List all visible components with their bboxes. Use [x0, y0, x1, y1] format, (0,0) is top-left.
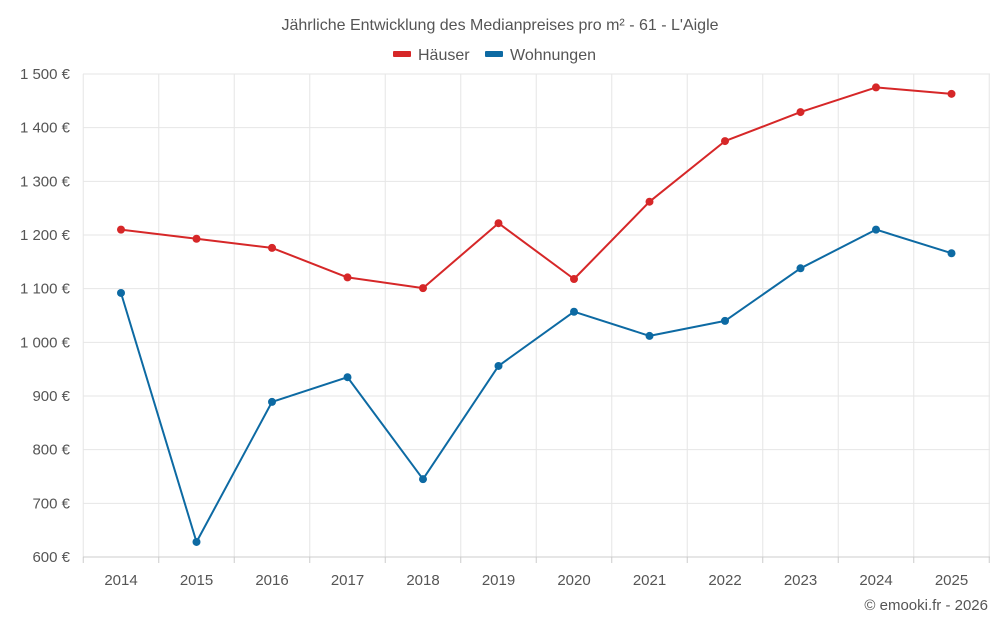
x-axis-labels: 2014 2015 2016 2017 2018 2019 2020 2021 2022 2023…: [104, 572, 968, 589]
grid: [82, 73, 990, 557]
data-point-haeuser[interactable]: [268, 243, 276, 252]
y-tick-label: 1 100 €: [20, 281, 71, 298]
data-point-haeuser[interactable]: [947, 89, 956, 98]
x-tick-label: 2016: [255, 572, 288, 589]
data-point-wohnungen[interactable]: [947, 249, 956, 258]
y-tick-label: 1 300 €: [20, 173, 71, 190]
data-point-haeuser[interactable]: [117, 225, 125, 234]
legend: Häuser Wohnungen: [393, 47, 596, 64]
legend-label-wohnungen[interactable]: Wohnungen: [510, 47, 596, 64]
data-point-wohnungen[interactable]: [192, 537, 201, 546]
legend-swatch-haeuser: [393, 51, 411, 57]
x-tick-label: 2024: [859, 572, 892, 589]
x-tick-label: 2014: [104, 572, 137, 589]
y-tick-label: 1 000 €: [20, 334, 71, 351]
data-point-haeuser[interactable]: [796, 108, 805, 117]
y-tick-label: 700 €: [32, 495, 70, 512]
data-point-wohnungen[interactable]: [721, 316, 729, 325]
data-point-wohnungen[interactable]: [570, 307, 578, 316]
data-point-haeuser[interactable]: [645, 197, 654, 206]
y-tick-label: 900 €: [32, 388, 70, 405]
data-point-wohnungen[interactable]: [117, 288, 125, 297]
y-tick-label: 800 €: [32, 442, 70, 459]
credit-text: © emooki.fr - 2026: [864, 597, 988, 614]
y-tick-label: 1 500 €: [20, 66, 71, 83]
x-tick-label: 2025: [935, 572, 968, 589]
x-tick-label: 2021: [633, 572, 666, 589]
y-tick-label: 600 €: [32, 549, 70, 566]
data-point-wohnungen[interactable]: [796, 264, 805, 273]
x-tick-label: 2020: [557, 572, 590, 589]
series-layer: [117, 83, 956, 546]
x-tick-label: 2022: [708, 572, 741, 589]
data-point-wohnungen[interactable]: [268, 397, 276, 406]
y-axis-labels: 600 € 700 € 800 € 900 € 1 000 € 1 100 € 1 200 …: [20, 66, 71, 566]
data-point-haeuser[interactable]: [872, 83, 880, 92]
y-tick-label: 1 400 €: [20, 120, 71, 137]
data-point-wohnungen[interactable]: [343, 373, 352, 382]
chart-title: Jährliche Entwicklung des Medianpreises …: [281, 17, 718, 34]
series-wohnungen: [117, 225, 956, 546]
series-haeuser: [117, 83, 956, 293]
legend-swatch-wohnungen: [485, 51, 503, 57]
data-point-wohnungen[interactable]: [872, 225, 880, 234]
x-tick-label: 2023: [784, 572, 817, 589]
x-tick-label: 2017: [331, 572, 364, 589]
axes: [82, 556, 990, 563]
data-point-haeuser[interactable]: [343, 273, 352, 282]
series-line-wohnungen: [120, 228, 952, 543]
data-point-haeuser[interactable]: [494, 219, 503, 228]
y-tick-label: 1 200 €: [20, 227, 71, 244]
legend-label-haeuser[interactable]: Häuser: [418, 47, 470, 64]
data-point-haeuser[interactable]: [419, 284, 427, 293]
x-tick-label: 2018: [406, 572, 439, 589]
series-line-haeuser: [120, 86, 952, 290]
data-point-haeuser[interactable]: [570, 275, 578, 284]
data-point-haeuser[interactable]: [192, 234, 201, 243]
data-point-wohnungen[interactable]: [494, 361, 503, 370]
data-point-wohnungen[interactable]: [419, 475, 427, 484]
x-tick-label: 2015: [180, 572, 213, 589]
data-point-wohnungen[interactable]: [645, 331, 654, 340]
data-point-haeuser[interactable]: [721, 137, 729, 146]
x-tick-label: 2019: [482, 572, 515, 589]
